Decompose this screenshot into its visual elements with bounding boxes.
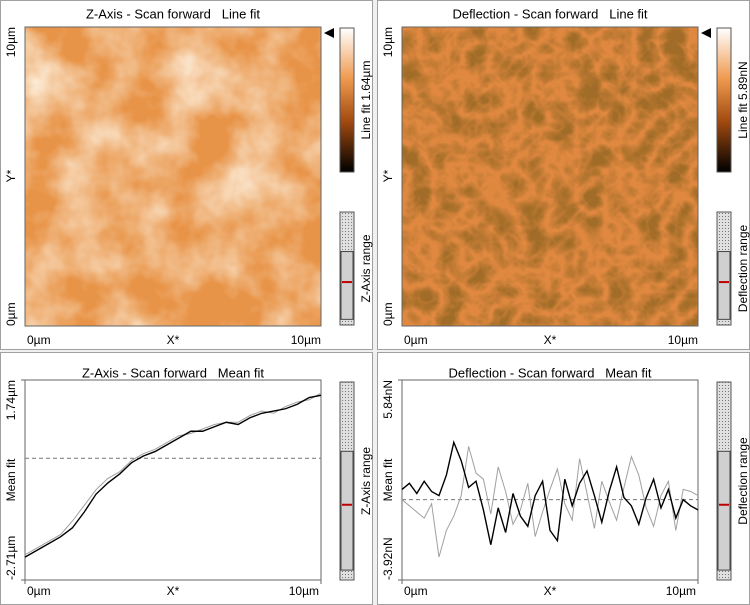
x-tick-label: 10µm xyxy=(289,584,319,598)
y-tick-label: -3.92nN xyxy=(381,537,395,580)
colorbar-label: Line fit 5.89nN xyxy=(736,61,750,138)
colorbar-pointer xyxy=(324,28,334,38)
panel: Deflection - Scan forward Mean fit Deflec… xyxy=(377,352,750,605)
y-axis-label: Mean fit xyxy=(381,458,395,501)
y-label: Y* xyxy=(381,169,395,182)
panel-title: Z-Axis - Scan forward Mean fit xyxy=(82,365,264,380)
panel-title: Deflection - Scan forward Mean fit xyxy=(448,365,651,380)
y-label: 10µm xyxy=(4,27,18,57)
range-label: Deflection range xyxy=(736,437,750,525)
x-tick-label: 0µm xyxy=(404,584,428,598)
profile-line xyxy=(24,392,322,556)
x-label: X* xyxy=(544,333,557,347)
panel-title: Z-Axis - Scan forward Line fit xyxy=(86,6,260,21)
panel: Z-Axis - Scan forward Mean fit Z-Axis ran… xyxy=(0,352,373,605)
range-label: Z-Axis range xyxy=(359,447,373,515)
profile-line xyxy=(401,446,699,558)
scan-texture xyxy=(402,27,698,326)
profile-line xyxy=(401,439,699,545)
colorbar-pointer xyxy=(701,28,711,38)
panel-title: Deflection - Scan forward Line fit xyxy=(452,6,647,21)
x-label: X* xyxy=(167,333,180,347)
x-label: 10µm xyxy=(668,333,698,347)
y-tick-label: -2.71µm xyxy=(4,536,18,580)
y-tick-label: 1.74µm xyxy=(4,380,18,420)
y-label: 10µm xyxy=(381,27,395,57)
plot-area xyxy=(401,379,699,581)
range-window xyxy=(717,251,731,320)
y-label: Y* xyxy=(4,169,18,182)
colorbar xyxy=(339,27,355,173)
y-tick-label: 5.84nN xyxy=(381,380,395,419)
x-tick-label: 0µm xyxy=(27,584,51,598)
x-label: 10µm xyxy=(291,333,321,347)
x-axis-label: X* xyxy=(544,584,557,598)
image-border xyxy=(24,26,322,327)
range-label: Z-Axis range xyxy=(359,234,373,302)
x-axis-label: X* xyxy=(167,584,180,598)
y-label: 0µm xyxy=(4,302,18,326)
range-window xyxy=(340,251,354,320)
scan-texture xyxy=(25,27,321,326)
x-label: 0µm xyxy=(404,333,428,347)
range-window xyxy=(340,450,354,571)
colorbar xyxy=(716,27,732,173)
image-border xyxy=(401,26,699,327)
y-label: 0µm xyxy=(381,302,395,326)
x-tick-label: 10µm xyxy=(666,584,696,598)
profile-line xyxy=(24,394,322,558)
range-label: Deflection range xyxy=(736,224,750,312)
panel: Z-Axis - Scan forward Line fit Z-Axis ran… xyxy=(0,0,373,350)
range-window xyxy=(717,450,731,571)
colorbar-label: Line fit 1.64µm xyxy=(359,61,373,140)
x-label: 0µm xyxy=(27,333,51,347)
panel: Deflection - Scan forward Line fit Deflec… xyxy=(377,0,750,350)
y-axis-label: Mean fit xyxy=(4,458,18,501)
